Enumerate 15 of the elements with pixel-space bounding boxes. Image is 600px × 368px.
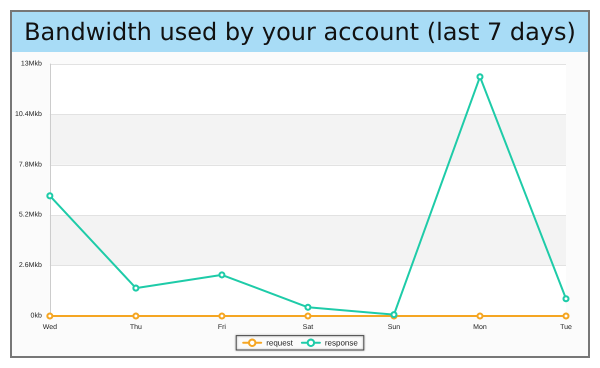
point xyxy=(562,312,570,320)
chart-title: Bandwidth used by your account (last 7 days) xyxy=(12,12,588,52)
point xyxy=(476,73,484,80)
point xyxy=(132,284,140,292)
point xyxy=(304,304,312,311)
point xyxy=(46,312,54,320)
point xyxy=(218,312,226,320)
point xyxy=(476,312,484,320)
legend-label: response xyxy=(324,338,358,348)
point xyxy=(218,271,226,278)
point xyxy=(132,312,140,320)
point xyxy=(562,295,570,302)
legend-label: request xyxy=(266,338,294,348)
point xyxy=(304,312,312,320)
point xyxy=(46,192,54,200)
